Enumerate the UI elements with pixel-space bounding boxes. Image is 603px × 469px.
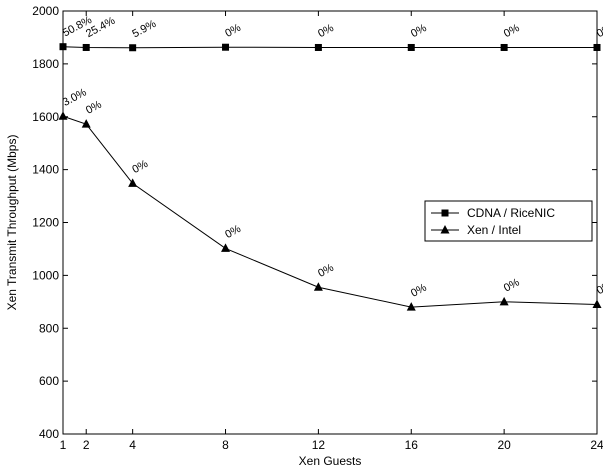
y-tick-label: 1600 <box>32 110 59 124</box>
data-label: 0% <box>223 223 243 241</box>
data-label: 0% <box>409 282 429 300</box>
data-point <box>221 243 231 252</box>
data-label: 0% <box>409 22 429 40</box>
y-tick-label: 400 <box>39 427 59 441</box>
data-point <box>313 282 323 291</box>
x-axis-title: Xen Guests <box>299 454 362 468</box>
x-tick-label: 1 <box>60 438 67 452</box>
data-point <box>406 302 416 311</box>
data-label: 0% <box>595 279 603 297</box>
data-label: 0% <box>595 22 603 40</box>
data-label: 0% <box>223 22 243 40</box>
data-point <box>129 44 137 52</box>
series-cdna-ricenic <box>59 43 601 52</box>
data-point <box>222 43 230 51</box>
data-label: 0% <box>316 22 336 40</box>
series-line <box>62 115 598 308</box>
data-point <box>500 43 508 51</box>
legend-label: CDNA / RiceNIC <box>467 206 555 220</box>
y-tick-label: 1000 <box>32 268 59 282</box>
data-point <box>407 43 415 51</box>
legend-marker <box>441 209 449 217</box>
data-point <box>128 178 138 187</box>
y-tick-label: 800 <box>39 321 59 335</box>
legend: CDNA / RiceNIC Xen / Intel <box>424 200 593 242</box>
data-point <box>592 299 602 308</box>
data-point <box>58 111 68 120</box>
data-point <box>81 119 91 128</box>
data-labels: 50.8%25.4% 5.9% 0% 0% 0% 0% 0%3.0%0%0%0%0%0% 0%… <box>61 14 603 300</box>
x-tick-label: 4 <box>129 438 136 452</box>
x-tick-label: 2 <box>83 438 90 452</box>
y-tick-label: 2000 <box>32 4 59 18</box>
series-xen-intel <box>58 111 602 311</box>
data-point <box>59 43 67 51</box>
x-tick-label: 20 <box>497 438 511 452</box>
y-axis-title: Xen Transmit Throughput (Mbps) <box>5 135 19 311</box>
y-tick-label: 1200 <box>32 216 59 230</box>
x-tick-label: 24 <box>590 438 603 452</box>
y-tick-label: 600 <box>39 374 59 388</box>
data-label: 0% <box>130 158 150 176</box>
y-tick-label: 1400 <box>32 163 59 177</box>
x-tick-label: 8 <box>222 438 229 452</box>
x-tick-label: 12 <box>312 438 326 452</box>
data-label: 0% <box>316 262 336 280</box>
data-point <box>314 43 322 51</box>
y-tick-label: 1800 <box>32 57 59 71</box>
data-point <box>593 43 601 51</box>
data-label: 0% <box>502 22 522 40</box>
data-label: 0% <box>84 99 104 117</box>
legend-box <box>424 200 593 242</box>
data-point <box>499 296 509 306</box>
series-line <box>62 46 597 49</box>
legend-marker <box>440 225 450 234</box>
data-point <box>82 43 90 51</box>
legend-label: Xen / Intel <box>467 223 521 237</box>
data-label: 0% <box>502 276 522 294</box>
data-label: 5.9% <box>130 18 158 40</box>
x-tick-label: 16 <box>405 438 419 452</box>
series <box>58 43 602 311</box>
